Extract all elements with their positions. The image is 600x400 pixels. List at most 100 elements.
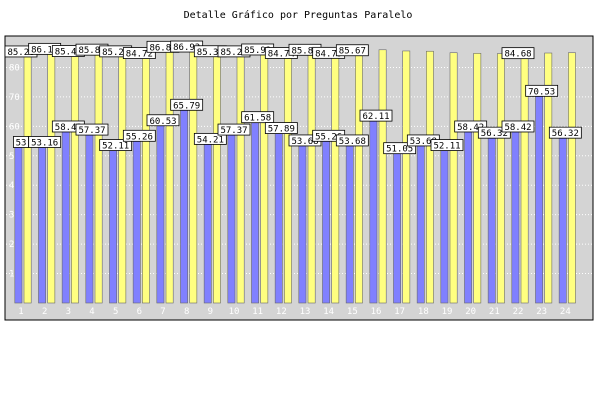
data-label: 53.16 (28, 136, 62, 148)
bar-series1 (331, 53, 340, 304)
bar-series0 (61, 130, 70, 304)
data-label-text: 58.42 (457, 123, 484, 133)
data-label-text: 85.26 (7, 48, 34, 58)
data-label: 56.32 (548, 126, 582, 139)
x-tick-label: 6 (137, 307, 142, 317)
bar-series0 (85, 133, 94, 304)
bar-series0 (14, 146, 23, 304)
bar-series0 (203, 143, 212, 304)
data-label-text: 53.68 (291, 137, 318, 147)
data-label-text: 84.74 (268, 49, 295, 59)
bar-series0 (109, 149, 117, 304)
bar-series0 (464, 130, 472, 304)
data-label-box (359, 109, 393, 122)
y-tick-label: 70 (9, 93, 20, 103)
bar-series1 (426, 50, 434, 304)
x-tick-label: 16 (371, 307, 382, 317)
bars (14, 46, 576, 304)
bar-series1 (378, 49, 387, 304)
bar-series0 (227, 133, 236, 304)
x-tick-label: 19 (442, 307, 453, 317)
data-label-box (122, 129, 156, 142)
data-label: 53 (12, 136, 29, 148)
bar-series1 (94, 49, 103, 304)
x-tick-label: 11 (252, 307, 263, 317)
data-label-box (193, 132, 227, 145)
data-label-text: 70.53 (528, 87, 555, 97)
data-label-text: 53.68 (339, 137, 366, 147)
data-label-text: 85.83 (291, 46, 318, 56)
bar-series0 (180, 108, 188, 304)
data-label-box (525, 84, 559, 97)
x-tick-label: 10 (229, 307, 240, 317)
data-label-text: 85.87 (78, 46, 105, 56)
data-label: 70.53 (525, 84, 559, 97)
bar-series1 (71, 51, 79, 304)
data-label-box (99, 139, 133, 151)
data-label-text: 85.33 (197, 48, 224, 58)
data-label: 84.72 (122, 47, 156, 60)
x-tick-label: 3 (66, 307, 71, 317)
data-label: 55.26 (122, 129, 156, 142)
data-label-text: 57.89 (268, 125, 295, 135)
data-label-text: 85.93 (244, 46, 271, 56)
bar-series0 (274, 132, 283, 304)
bar-series1 (473, 53, 482, 304)
x-tick-label: 14 (323, 307, 334, 317)
bar-series1 (284, 53, 292, 304)
data-label-text: 53 (16, 138, 27, 148)
bar-series0 (251, 121, 259, 304)
data-label: 62.11 (359, 109, 393, 122)
data-label-text: 61.58 (244, 114, 271, 124)
data-label-box (454, 120, 488, 133)
bar-series0 (298, 144, 307, 304)
data-label: 52.11 (430, 139, 464, 152)
x-tick-label: 8 (184, 307, 189, 317)
bar-series1 (544, 52, 553, 304)
data-label: 57.37 (217, 123, 251, 136)
bar-series1 (189, 46, 198, 304)
data-label-text: 58.42 (504, 123, 531, 133)
x-tick-label: 7 (160, 307, 165, 317)
data-label-box (501, 120, 535, 133)
data-label: 51.05 (383, 142, 417, 155)
data-label-text: 65.79 (173, 101, 200, 111)
data-label-box (383, 142, 417, 155)
data-label-text: 86.84 (149, 43, 176, 53)
data-label-text: 57.37 (220, 126, 247, 136)
bar-series1 (260, 49, 269, 304)
bar-series0 (535, 95, 543, 304)
data-label: 58.42 (454, 120, 488, 133)
bar-series1 (568, 52, 576, 304)
data-label-box (28, 136, 62, 148)
y-tick-label: 10 (9, 270, 20, 280)
bar-series0 (369, 119, 378, 304)
data-label: 65.79 (170, 98, 204, 111)
data-label-box (430, 139, 464, 151)
bar-series0 (156, 124, 165, 304)
bar-series1 (402, 50, 411, 304)
data-label-text: 62.11 (362, 112, 389, 122)
data-label-text: 52.11 (433, 142, 460, 152)
data-label-text: 56.32 (552, 129, 579, 139)
x-tick-label: 22 (513, 307, 524, 317)
data-label-text: 85.28 (220, 48, 247, 58)
x-tick-label: 15 (347, 307, 358, 317)
bar-series1 (236, 51, 245, 304)
bar-series0 (416, 144, 425, 304)
data-label-text: 55.26 (315, 132, 342, 142)
data-label: 52.11 (99, 139, 133, 152)
data-label-box (217, 123, 251, 136)
data-label-box (264, 122, 298, 134)
x-tick-label: 2 (42, 307, 47, 317)
data-label-text: 85.29 (102, 48, 129, 58)
data-labels: 53 85.26 53.16 86.14 58.42 85.40 57.37 85.87 52.… (4, 40, 582, 155)
y-tick-label: 50 (9, 152, 20, 162)
data-label-text: 55.26 (126, 132, 153, 142)
x-tick-label: 20 (465, 307, 476, 317)
bar-series1 (165, 47, 174, 304)
x-tick-label: 1 (18, 307, 23, 317)
x-tick-label: 12 (276, 307, 287, 317)
y-axis-ticks: 10 20 30 40 50 60 70 80 (9, 63, 20, 279)
